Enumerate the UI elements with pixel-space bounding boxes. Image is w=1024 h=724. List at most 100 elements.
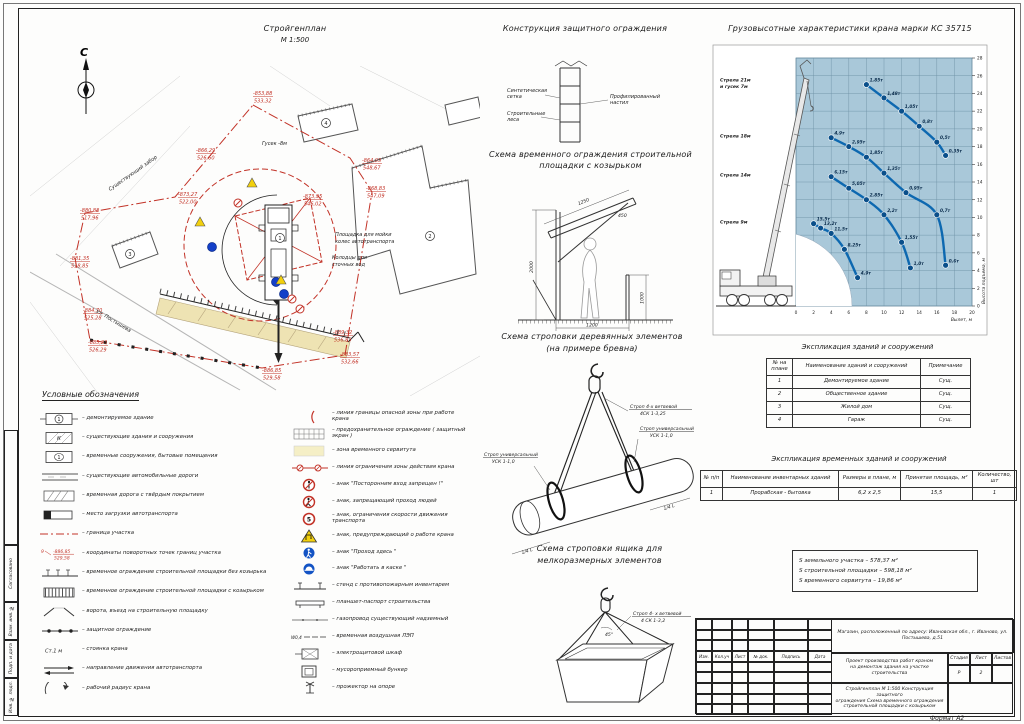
load-point (880, 169, 888, 177)
table-cell: Общественное здание (792, 388, 921, 402)
legend-item: – газопровод существующий надземный (290, 611, 472, 628)
load-point-label: 2,95т (852, 140, 866, 146)
legend-item: – существующие автомобильные дороги (40, 466, 290, 485)
fence-visor-title-2: площадки с козырьком (539, 161, 642, 170)
column-header: Наименование инвентарных зданий (722, 470, 839, 488)
legend-item-label: – защитное ограждение (82, 626, 152, 633)
work-radius-icon (40, 678, 82, 695)
load-point (916, 123, 923, 130)
revision-cell (696, 683, 712, 694)
legend-item-label: – существующие здания и сооружения (82, 433, 194, 440)
table-cell: Сущ. (920, 388, 971, 402)
legend-item: – рабочий радиус крана (40, 678, 290, 697)
side-strip-blank (4, 430, 18, 545)
site-boundary (74, 104, 373, 369)
expl-buildings-table: № на плане Наименование зданий и сооружен… (766, 358, 971, 428)
legend-item: – линия границы опасной зоны при работе … (290, 408, 472, 425)
column-header: № п/п (700, 470, 723, 488)
svg-text:W0,4: W0,4 (291, 635, 302, 640)
svg-text:536,83: 536,83 (334, 338, 352, 344)
stage-value: Р (948, 665, 970, 683)
load-point-label: 8,25т (848, 242, 862, 248)
fence-visor-icon (40, 584, 82, 598)
box-sling-label-1: Строп 4- х ветвевой (633, 611, 682, 617)
legend-item: – прожектор на опоре (290, 678, 472, 695)
y-tick-label: 18 (977, 144, 983, 150)
revision-cell (774, 640, 808, 651)
revision-cell (808, 683, 832, 694)
svg-text:9: 9 (41, 549, 44, 555)
legend-left-column: 1 – демонтируемое здание К – существующи… (40, 408, 290, 697)
revision-cell (748, 629, 774, 641)
coord-label: -866,29 526,60 (196, 148, 216, 162)
fence-label-scaffold-2: леса (506, 117, 519, 123)
fire-stand-icon (290, 578, 332, 592)
dim-wall: 1000 (640, 292, 646, 304)
load-point (880, 94, 888, 102)
table-cell: Демонтируемое здание (792, 375, 921, 389)
revision-cell (732, 683, 748, 694)
svg-text:525,28: 525,28 (84, 316, 102, 322)
svg-text:1: 1 (57, 455, 60, 461)
table-row: 2 Общественное здание Сущ. (766, 388, 971, 402)
y-tick-label: 0 (977, 304, 980, 310)
legend-item: – направление движения автотранспорта (40, 659, 290, 678)
crane-chart-svg: 1,85т 1,48т 1,05т 0,8т 0,5т 0,35т Стрела … (712, 44, 988, 336)
sign-crane-warning-icon (290, 528, 332, 543)
y-tick-label: 20 (977, 126, 983, 132)
sheets-label: Листов (992, 653, 1013, 665)
coords-icon: 9 -886,85 529,58 (40, 546, 82, 561)
table-cell: Прорабская - бытовка (722, 487, 839, 501)
coord-label: -881,35 518,85 (70, 256, 90, 270)
log (512, 458, 694, 536)
title-block-org (948, 683, 1013, 714)
boom-label: Стрела 18м (720, 134, 751, 140)
demolish-icon: 1 (40, 411, 82, 425)
y-tick-label: 22 (977, 109, 983, 115)
legend-item: – граница участка (40, 524, 290, 543)
legend-item-label: – рабочий радиус крана (82, 684, 151, 691)
existing-buildings (111, 96, 480, 295)
revision-cell (732, 640, 748, 651)
plan-labels: -853,88 533,32 -866,29 526,60 -873,27 52… (70, 91, 435, 382)
y-tick-label: 10 (977, 215, 983, 221)
legend-item-label: – направление движения автотранспорта (82, 665, 203, 672)
site-gate (347, 331, 365, 343)
doc-title-line-3: строительной площадки с козырьком (843, 704, 936, 710)
plan-note: Колодцы для (332, 255, 367, 261)
legend-middle-column: – линия границы опасной зоны при работе … (290, 408, 472, 695)
temporary-road (155, 297, 351, 359)
trash-bunker-icon (290, 663, 332, 678)
floodlight-icon (290, 680, 332, 694)
legend-item: – зона временного сервитута (290, 442, 472, 459)
plan-sign-markers (194, 177, 305, 314)
legend-item: – мусороприемный бункер (290, 661, 472, 678)
legend-item: – стенд с противопожарным инвентарем (290, 577, 472, 594)
load-point-label: 1,05т (905, 104, 919, 110)
legend-item-label: – стоянка крана (82, 646, 128, 653)
legend-item-label: – зона временного сервитута (332, 447, 416, 454)
work-radius-arc (221, 194, 278, 306)
svg-text:-853,88: -853,88 (253, 91, 272, 97)
x-tick-label: 10 (881, 310, 887, 316)
sheet-value: 2 (970, 665, 992, 683)
svg-text:-889,32: -889,32 (333, 330, 352, 336)
legend-item: – электрощитовой шкаф (290, 644, 472, 661)
y-axis-title: Высота подъема, м (981, 258, 987, 304)
coord-label: -868,83 547,09 (366, 186, 386, 200)
revision-cell (732, 704, 748, 715)
revision-cell (696, 640, 712, 651)
load-point-label: 0,7т (940, 208, 951, 214)
load-point (863, 154, 870, 161)
fence-construction-title: Конструкция защитного ограждения (502, 24, 668, 33)
fence-construction-drawing: Синтетическая сетка Строительные леса Пр… (506, 60, 661, 143)
revision-cell: Кол.уч (712, 651, 732, 662)
revision-cell (712, 619, 732, 630)
legend-item: 1 – временные сооружения, бытовые помеще… (40, 447, 290, 466)
load-point (841, 246, 848, 253)
revision-cell (696, 629, 712, 641)
legend-item: W0,4 – временная воздушная ЛЭП (290, 628, 472, 645)
svg-text:529,58: 529,58 (263, 376, 281, 382)
legend-item-label: – мусороприемный бункер (332, 666, 408, 673)
